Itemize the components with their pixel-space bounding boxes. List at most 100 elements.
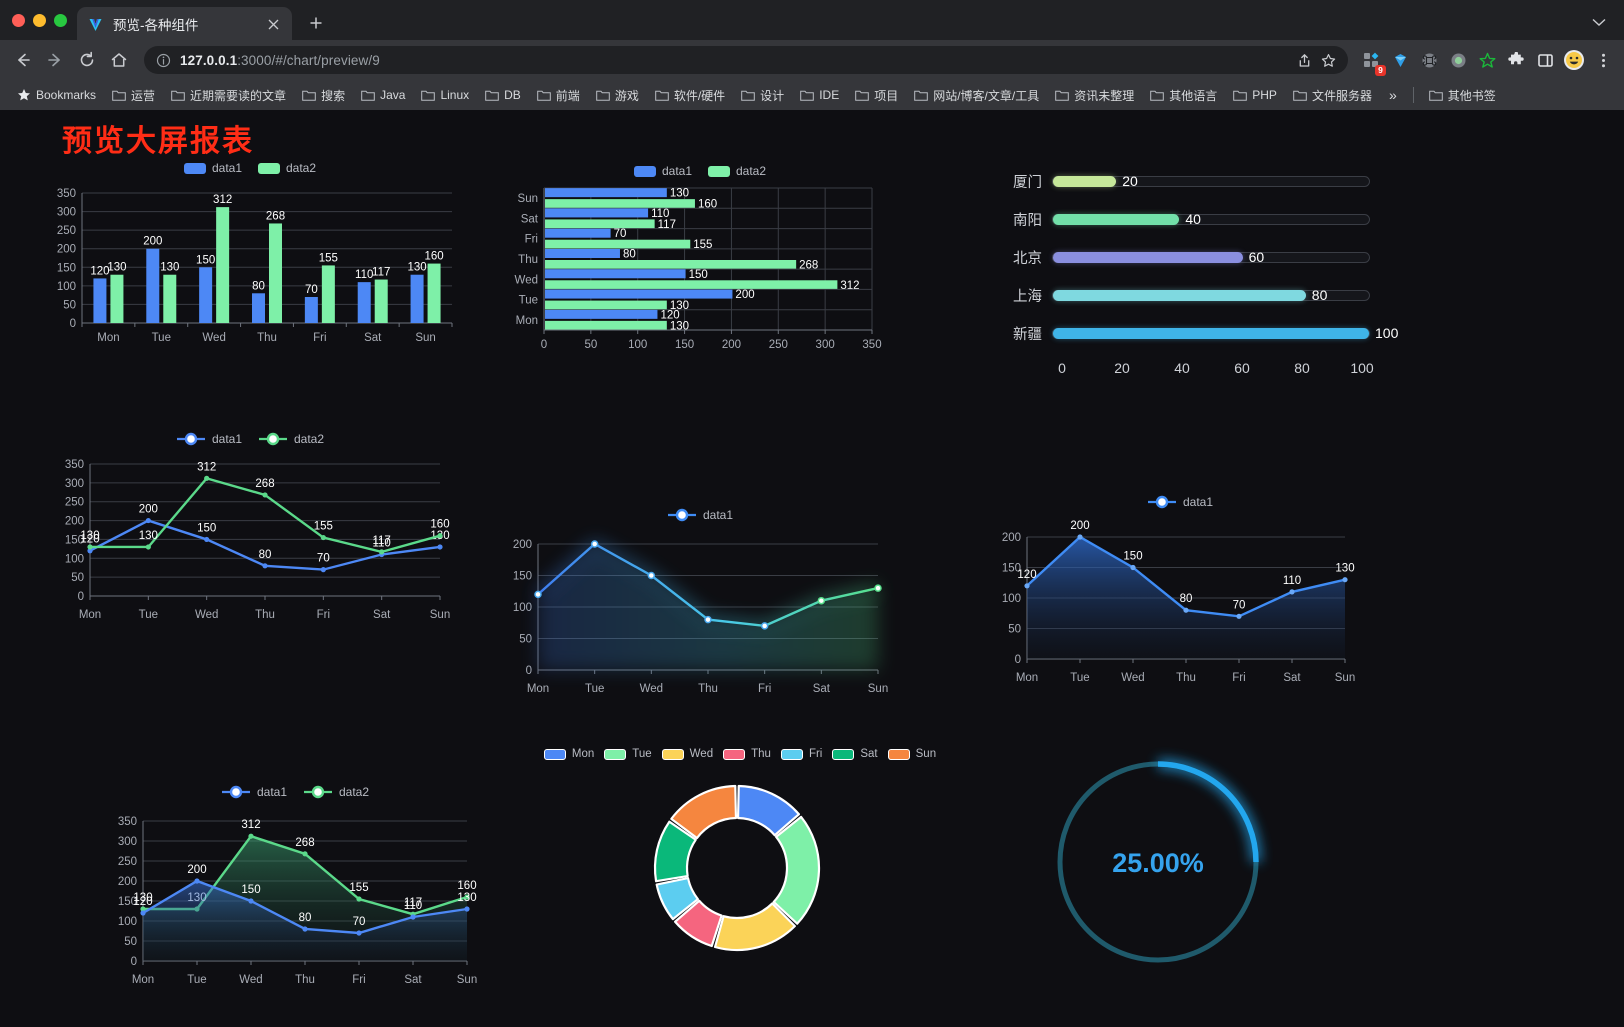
- grid-extension-icon[interactable]: 9: [1358, 47, 1386, 76]
- bookmark-folder-label: 搜索: [321, 88, 346, 103]
- bookmark-folder-3[interactable]: Java: [354, 85, 412, 105]
- close-window-button[interactable]: [12, 13, 25, 27]
- star-extension-icon[interactable]: [1474, 47, 1500, 73]
- share-icon[interactable]: [1297, 53, 1312, 68]
- folder-icon: [596, 89, 610, 101]
- bookmark-folder-15[interactable]: PHP: [1226, 85, 1284, 105]
- bookmark-folder-11[interactable]: 项目: [848, 84, 905, 107]
- legend-item-data1[interactable]: data1: [221, 785, 287, 799]
- legend-marker-data1: [1147, 495, 1177, 509]
- legend-item-Fri[interactable]: Fri: [780, 748, 822, 760]
- donut-slice-Wed[interactable]: [713, 902, 796, 952]
- bookmark-folder-5[interactable]: DB: [478, 85, 528, 105]
- side-panel-icon[interactable]: [1532, 47, 1558, 73]
- legend-item-data2[interactable]: data2: [258, 432, 324, 446]
- legend-item-data1[interactable]: data1: [1147, 495, 1213, 509]
- bookmark-folder-1[interactable]: 近期需要读的文章: [164, 84, 293, 107]
- star-outline-icon[interactable]: [1321, 53, 1336, 68]
- back-arrow-icon[interactable]: [8, 45, 38, 75]
- legend-item-Tue[interactable]: Tue: [604, 748, 652, 760]
- address-bar[interactable]: 127.0.0.1:3000/#/chart/preview/9: [144, 46, 1348, 74]
- chart-text: 117: [372, 267, 390, 279]
- legend-item-Wed[interactable]: Wed: [661, 748, 713, 760]
- reload-icon[interactable]: [72, 45, 102, 75]
- chrome-menu-icon[interactable]: [1590, 47, 1616, 73]
- legend-item-data1[interactable]: data1: [183, 161, 242, 175]
- chevron-down-icon[interactable]: [1592, 15, 1624, 40]
- legend-item-data2[interactable]: data2: [303, 785, 369, 799]
- chart-text: 100: [118, 916, 137, 928]
- folder-icon: [1293, 89, 1307, 101]
- legend-item-data1[interactable]: data1: [176, 432, 242, 446]
- progress-track[interactable]: 40: [1052, 211, 1370, 227]
- donut-slice-Sat[interactable]: [653, 820, 697, 883]
- progress-track[interactable]: 100: [1052, 325, 1398, 341]
- maximize-window-button[interactable]: [54, 13, 67, 27]
- bookmark-manager-item[interactable]: Bookmarks: [10, 85, 103, 105]
- minimize-window-button[interactable]: [33, 13, 46, 27]
- legend-item-data2[interactable]: data2: [258, 161, 316, 175]
- new-tab-button[interactable]: [302, 9, 330, 37]
- chart-text: Wed: [195, 609, 218, 621]
- progress-track[interactable]: 20: [1052, 173, 1370, 189]
- bookmark-folder-6[interactable]: 前端: [530, 84, 587, 107]
- legend-item-Thu[interactable]: Thu: [723, 748, 771, 760]
- other-bookmarks-folder[interactable]: 其他书签: [1422, 84, 1503, 107]
- puzzle-extensions-icon[interactable]: [1503, 47, 1529, 73]
- bookmark-folder-7[interactable]: 游戏: [589, 84, 646, 107]
- progress-axis-tick: 40: [1174, 360, 1190, 376]
- bookmark-folder-9[interactable]: 设计: [734, 84, 791, 107]
- star-icon: [17, 88, 31, 102]
- bookmark-folder-16[interactable]: 文件服务器: [1286, 84, 1379, 107]
- close-icon[interactable]: [264, 15, 282, 33]
- legend-item-data2[interactable]: data2: [708, 164, 766, 178]
- legend-item-data1[interactable]: data1: [667, 508, 733, 522]
- chart-text: 50: [71, 572, 84, 584]
- chart-text: 268: [255, 478, 274, 490]
- v-logo-icon: [87, 16, 104, 33]
- chart-text: 120: [90, 265, 109, 277]
- bookmark-folder-12[interactable]: 网站/博客/文章/工具: [907, 84, 1046, 107]
- chart-area-single: data1 0 50 100 150 200 120 200 150 80 70 110 130 Mon…: [985, 495, 1375, 710]
- diamond-extension-icon[interactable]: [1387, 47, 1413, 73]
- info-circle-icon[interactable]: [156, 53, 171, 68]
- progress-track[interactable]: 60: [1052, 249, 1370, 265]
- donut-slice-Fri[interactable]: [655, 877, 700, 921]
- bookmark-folder-14[interactable]: 其他语言: [1143, 84, 1224, 107]
- bookmark-folder-13[interactable]: 资讯未整理: [1048, 84, 1141, 107]
- chart-text: 200: [722, 339, 741, 351]
- donut-slice-Mon[interactable]: [736, 784, 801, 837]
- bookmark-folder-4[interactable]: Linux: [414, 85, 476, 105]
- chart-text: Tue: [139, 609, 158, 621]
- command-extension-icon[interactable]: [1416, 47, 1442, 73]
- legend-item-Sat[interactable]: Sat: [832, 748, 878, 760]
- bookmark-folder-10[interactable]: IDE: [793, 85, 846, 105]
- chart-text: 200: [1002, 532, 1021, 544]
- bookmark-folder-8[interactable]: 软件/硬件: [648, 84, 732, 107]
- donut-slice-Sun[interactable]: [670, 784, 738, 840]
- legend-item-data1[interactable]: data1: [633, 164, 692, 178]
- circle-extension-icon[interactable]: [1445, 47, 1471, 73]
- progress-track[interactable]: 80: [1052, 287, 1370, 303]
- url-path: :3000/#/chart/preview/9: [237, 52, 380, 68]
- legend-item-Mon[interactable]: Mon: [543, 748, 594, 760]
- bar-data1-Tue: [545, 289, 733, 299]
- forward-arrow-icon[interactable]: [40, 45, 70, 75]
- donut-slice-Tue[interactable]: [772, 815, 821, 925]
- legend-label-data2: data2: [339, 785, 370, 799]
- chart-progress-bars: 厦门 20 南阳 40 北京 60 上海 80 新疆 100 0 20 40 60 80 100: [1000, 162, 1398, 380]
- chart-text: Fri: [313, 332, 326, 344]
- legend-item-Sun[interactable]: Sun: [887, 748, 936, 760]
- bookmark-folder-2[interactable]: 搜索: [295, 84, 352, 107]
- bookmarks-overflow-button[interactable]: »: [1388, 87, 1397, 103]
- chart-text: 50: [1008, 624, 1021, 636]
- profile-avatar[interactable]: [1561, 47, 1587, 73]
- chart-text: 0: [70, 318, 76, 330]
- browser-tab[interactable]: 预览-各种组件: [77, 7, 292, 41]
- bookmark-folder-0[interactable]: 运营: [105, 84, 162, 107]
- home-icon[interactable]: [104, 45, 134, 75]
- chart-text: Thu: [698, 683, 718, 695]
- donut-slice-Thu[interactable]: [673, 899, 723, 948]
- folder-icon: [741, 89, 755, 101]
